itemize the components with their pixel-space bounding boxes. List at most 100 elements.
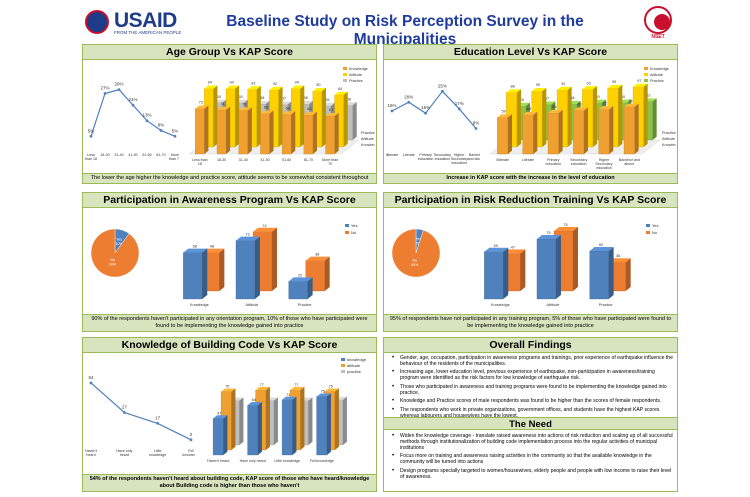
training_kap-value-label: 60 [599, 243, 603, 247]
training_kap-value-label: 75 [546, 231, 550, 235]
building_distribution-point [89, 381, 93, 385]
training_kap-value-label: 47 [511, 245, 515, 249]
awareness_kap-legend-swatch [345, 224, 349, 227]
awareness_kap-value-label: 58 [193, 245, 197, 249]
age_kap-legend-swatch [343, 73, 347, 76]
age_kap-value-label: 65 [264, 106, 268, 110]
education_kap-tick-label: Primary education [546, 158, 562, 166]
education_kap-value-label: 88 [511, 84, 515, 88]
nset-seal-icon [644, 6, 672, 34]
training_kap-bar-yes [484, 251, 504, 300]
age_distribution-data-label: 5% [172, 128, 179, 133]
awareness_kap-tick-label: Knowledge [190, 303, 209, 307]
building_kap-bar-attitude-side [265, 386, 270, 450]
education_kap-value-label: 92 [561, 82, 565, 86]
age_kap-bar-attitude-top [291, 85, 305, 89]
education_distribution-point [441, 89, 444, 93]
age_kap-depth-label: Knowledge [361, 143, 375, 147]
usaid-seal-icon [85, 10, 109, 34]
awareness_kap-value-label: 74 [262, 224, 266, 228]
age_kap-value-label: 90 [316, 83, 320, 87]
awareness_kap-legend-swatch [345, 231, 349, 234]
findings-panel: Overall Findings Gender, age, occupation… [383, 337, 678, 492]
age-distribution-chart: 5% Less than 18 27% 18-30 29% 31-40 21% 41-50 13%… [85, 82, 179, 161]
education_distribution-point [457, 107, 461, 111]
education_distribution-data-label: 17% [455, 101, 464, 106]
age_distribution-data-label: 8% [158, 122, 165, 127]
education_kap-tick-label: Illiterate [496, 158, 509, 162]
education_kap-value-label: 72 [603, 101, 607, 105]
findings-item: Gender, age, occupation, participation i… [388, 355, 674, 367]
age_distribution-point [89, 134, 93, 138]
awareness_kap-value-label: 22 [298, 273, 302, 277]
age_kap-legend-label: Practice [349, 79, 363, 83]
training_kap-bar-yes [536, 238, 557, 300]
education_kap-bar-knowledge-top [497, 114, 512, 118]
age_kap-value-label: 70 [242, 103, 246, 107]
education_kap-value-label: 55 [520, 98, 524, 102]
awareness_kap-value-label: 38 [315, 253, 319, 257]
building_kap-bar-knowledge-side [292, 396, 297, 455]
building_distribution-point [122, 411, 126, 414]
education_kap-value-label: 97 [637, 79, 641, 83]
age_distribution-tick-label: Less than 18 [85, 153, 97, 161]
awareness_pie-slice-no [90, 228, 140, 278]
usaid-wordmark: USAID [114, 9, 177, 32]
age_kap-bar-knowledge-top [303, 111, 317, 115]
age_kap-bar-attitude-side [343, 91, 348, 147]
building_kap-bar-knowledge-side [257, 402, 262, 455]
age_kap-bar-attitude-side [278, 86, 283, 147]
age-panel-title: Age Group Vs KAP Score [83, 45, 376, 60]
age_kap-bar-attitude-top [312, 88, 326, 92]
building_kap-value-label: 47 [217, 411, 221, 415]
need-body: Widen the knowledge coverage - translate… [388, 433, 674, 482]
training_kap-bar-yes-side [555, 235, 561, 299]
education_kap-value-label: 59 [502, 109, 506, 113]
age_kap-bar-knowledge [303, 114, 314, 155]
training_kap-tick-label: Knowledge [491, 303, 510, 307]
training-kap-chart: 47 59 Knowledge 75 75 Attitude 36 60 Practice Yes… [484, 223, 659, 307]
education_kap-bar-knowledge-top [573, 107, 588, 111]
education_kap-bar-attitude-side [542, 88, 547, 147]
education_distribution-tick-label: Primary education [418, 153, 434, 161]
awareness_kap-bar-yes-side [254, 236, 260, 299]
age_kap-value-label: 55 [325, 98, 329, 102]
age_kap-legend-swatch [343, 67, 347, 70]
building_kap-value-label: 64 [252, 398, 256, 402]
findings-list: Gender, age, occupation, participation i… [388, 355, 674, 419]
findings-body: Gender, age, occupation, participation i… [388, 355, 674, 421]
training_pie-slice-no [391, 228, 441, 278]
usaid-logo: USAID FROM THE AMERICAN PEOPLE [85, 9, 185, 36]
need-item: Focus more on training and awareness rai… [388, 453, 674, 465]
education_kap-bar-attitude-side [618, 84, 623, 147]
education_distribution-point [407, 100, 411, 104]
education_kap-tick-label: Literate [522, 158, 534, 162]
age-kap-chart: 60 60 58 57 58 55 56 94 94 93 92 94 90 84 73 71 70 65 64 63… [188, 67, 375, 166]
age_kap-value-label: 71 [220, 102, 224, 106]
building_distribution-data-label: 17 [155, 415, 161, 420]
education_distribution-line [391, 90, 477, 129]
building_kap-tick-label: Little knowledge [274, 459, 300, 463]
age_kap-tick-label: 18-30 [217, 158, 226, 162]
building_distribution-data-label: 2 [190, 432, 193, 437]
age-panel-caption: The lower the age higher the knowledge a… [83, 173, 376, 183]
awareness-panel: Participation in Awareness Program Vs KA… [82, 192, 377, 332]
training_kap-bar-no-side [573, 227, 579, 291]
age_kap-bar-knowledge-side [226, 106, 231, 154]
building_kap-bar-knowledge-top [282, 396, 297, 400]
awareness_kap-bar-yes-top [183, 248, 208, 253]
education_distribution-tick-label: Secondary education [434, 153, 451, 161]
building_kap-legend-swatch [341, 364, 345, 367]
age_distribution-tick-label: 61-70 [156, 153, 165, 157]
awareness_pie-slice-label: No [110, 258, 115, 262]
training_kap-legend-swatch [646, 231, 650, 234]
awareness_kap-bar-yes-top [235, 236, 260, 241]
training_kap-value-label: 59 [494, 244, 498, 248]
age_kap-value-label: 61 [329, 108, 333, 112]
awareness_pie-slice-label: Yes [116, 237, 122, 241]
age-panel: Age Group Vs KAP Score 5% Less than 18 27% 1… [82, 44, 377, 184]
education_kap-value-label: 57 [545, 97, 549, 101]
awareness_kap-bar-no-side [272, 227, 278, 291]
